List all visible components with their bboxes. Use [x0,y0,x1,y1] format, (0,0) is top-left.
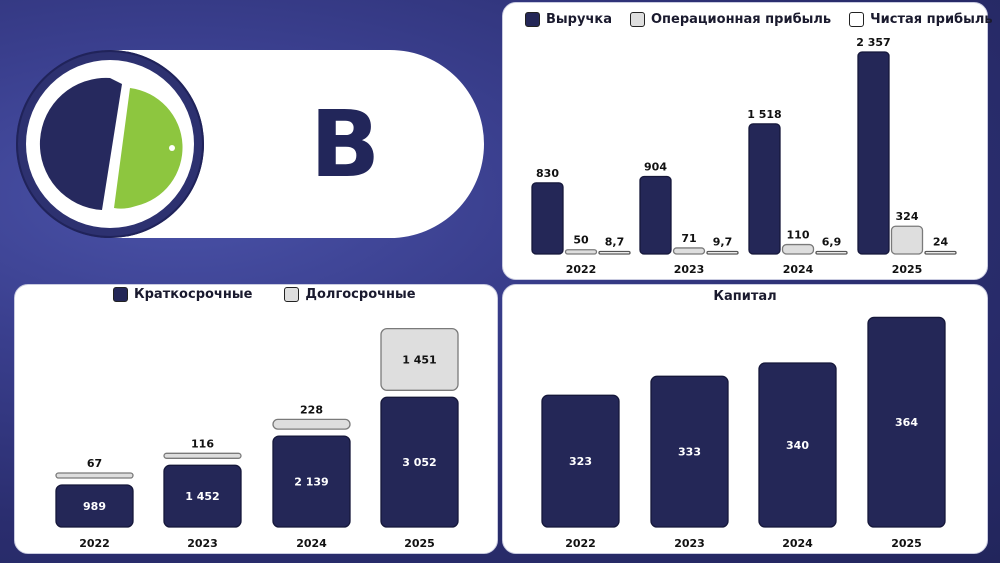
x-tick-label-2024: 2024 [783,263,814,276]
legend-item-revenue: Выручка [525,12,612,27]
operating-profit-label-2023: 71 [681,232,696,245]
x-tick-label-2024: 2024 [782,537,813,550]
x-tick-label-2022: 2022 [79,537,110,550]
capital-chart-panel: Капитал 323 2022 333 2023 340 2024 364 2025 [502,284,988,554]
capital-chart-title: Капитал [713,289,777,304]
operating-profit-bar-2025 [890,225,924,255]
liabilities-chart: 989 67 2022 1 452 116 2023 2 139 228 2024 3 052 1 … [55,327,459,550]
capital-chart: 323 2022 333 2023 340 2024 364 2025 [541,316,946,550]
revenue-chart: 830 50 8,7 2022 904 71 9,7 2023 1 518 110 6,9 2024 2… [531,36,957,276]
capital-bar-2022 [541,394,620,528]
capital-bar-2023 [650,375,729,528]
x-tick-label-2023: 2023 [674,537,705,550]
x-tick-label-2022: 2022 [565,537,596,550]
short-term-label-2023: 1 452 [185,490,219,503]
credit-rating: B [309,91,381,198]
short-term-label-2022: 989 [83,500,106,513]
liabilities-legend: Краткосрочные Долгосрочные [113,287,426,302]
short-term-bar-2024 [272,435,351,528]
legend-swatch-net-profit [849,12,865,27]
capital-bar-2024 [758,362,837,528]
revenue-chart-panel: Выручка Операционная прибыль Чистая приб… [502,2,993,280]
revenue-label-2022: 830 [536,167,559,180]
long-term-bar-2023 [163,452,242,459]
short-term-label-2025: 3 052 [402,456,436,469]
operating-profit-bar-2022 [564,249,598,255]
long-term-label-2022: 67 [87,457,102,470]
net-profit-label-2023: 9,7 [713,236,733,249]
revenue-bar-2023 [639,175,672,255]
legend-swatch-long-term [284,287,300,302]
short-term-bar-2023 [163,464,242,528]
legend-swatch-operating-profit [629,12,645,27]
long-term-label-2025: 1 451 [402,353,436,366]
legend-item-operating-profit: Операционная прибыль [629,12,831,27]
x-tick-label-2023: 2023 [674,263,705,276]
capital-label-2023: 333 [678,446,701,459]
x-tick-label-2025: 2025 [892,263,923,276]
long-term-label-2024: 228 [300,403,323,416]
revenue-label-2024: 1 518 [747,108,781,121]
net-profit-bar-2022 [598,250,631,255]
operating-profit-label-2024: 110 [787,229,810,242]
long-term-bar-2024 [272,418,351,430]
net-profit-bar-2024 [815,250,848,255]
revenue-label-2023: 904 [644,161,667,174]
legend-item-long-term: Долгосрочные [284,287,416,302]
legend-item-short-term: Краткосрочные [113,287,252,302]
x-tick-label-2025: 2025 [404,537,435,550]
company-logo-icon [39,77,183,210]
capital-label-2024: 340 [786,439,809,452]
revenue-legend: Выручка Операционная прибыль Чистая приб… [525,12,1000,27]
operating-profit-bar-2024 [781,243,815,255]
revenue-bar-2025 [857,51,890,255]
x-tick-label-2022: 2022 [566,263,597,276]
operating-profit-bar-2023 [672,247,706,255]
legend-item-net-profit: Чистая прибыль [849,12,993,27]
legend-swatch-revenue [525,12,540,27]
operating-profit-label-2025: 324 [896,210,919,223]
liabilities-chart-panel: Краткосрочные Долгосрочные 989 67 2022 1 45… [14,284,498,554]
net-profit-bar-2023 [706,250,739,255]
short-term-bar-2025 [380,396,459,528]
net-profit-label-2025: 24 [933,236,949,249]
net-profit-label-2024: 6,9 [822,236,842,249]
net-profit-bar-2025 [924,250,957,255]
x-tick-label-2023: 2023 [187,537,218,550]
long-term-bar-2025 [380,327,459,391]
legend-swatch-short-term [113,287,128,302]
long-term-bar-2022 [55,472,134,479]
capital-bar-2025 [867,316,946,528]
short-term-bar-2022 [55,484,134,528]
revenue-label-2025: 2 357 [856,36,890,49]
capital-label-2025: 364 [895,416,918,429]
x-tick-label-2024: 2024 [296,537,327,550]
operating-profit-label-2022: 50 [573,234,589,247]
net-profit-label-2022: 8,7 [605,236,625,249]
capital-label-2022: 323 [569,455,592,468]
short-term-label-2024: 2 139 [294,476,328,489]
revenue-bar-2024 [748,123,781,255]
company-logo [16,50,204,238]
x-tick-label-2025: 2025 [891,537,922,550]
revenue-bar-2022 [531,182,564,255]
long-term-label-2023: 116 [191,437,214,450]
